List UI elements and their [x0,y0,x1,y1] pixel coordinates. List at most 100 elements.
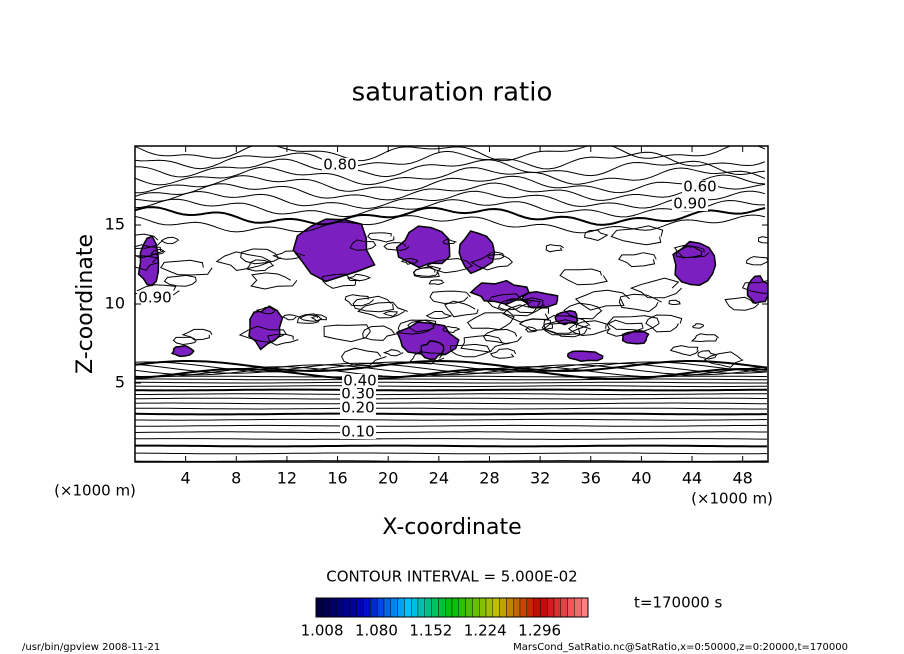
supersaturated-region [469,279,530,306]
contour-line [352,295,394,313]
contour-line [567,320,611,337]
contour-line [606,319,644,337]
contour-line [135,375,768,378]
colorbar-tick-label: 1.224 [464,622,507,640]
contour-line [449,343,492,358]
contour-line [296,313,322,324]
contour-label: 0.10 [341,423,374,441]
contour-line [240,248,281,265]
colorbar-stripe [343,597,351,618]
contour-label-bg [342,374,378,388]
contour-line [407,319,437,333]
contour-line [618,293,662,313]
supersaturated-region [137,235,160,287]
contour-line [524,326,538,333]
chart-title: saturation ratio [352,78,553,108]
contour-interval: CONTOUR INTERVAL = 5.000E-02 [326,568,577,586]
colorbar-stripe [465,597,473,618]
colorbar-stripe [506,597,514,618]
contour-line [397,319,435,335]
contour-line [310,314,327,322]
contour-line [429,290,471,304]
colorbar-stripe [322,597,330,618]
x-tick-label: 12 [277,469,297,488]
x-tick-label: 48 [733,469,753,488]
contour-line [426,257,474,274]
colorbar-stripe [485,597,494,618]
contour-line [135,378,768,381]
contour-line [757,236,768,244]
contour-line [724,296,760,311]
contour-line [382,349,404,357]
contour-line [135,158,766,178]
y-axis-label: Z-coordinate [73,234,98,374]
colorbar-stripe [363,597,371,618]
contour-line [238,325,288,344]
contour-line [135,198,765,218]
colorbar-stripe [445,597,453,618]
contour-line [245,259,274,272]
colorbar-stripe [404,597,412,618]
supersaturated-region [672,240,717,286]
colorbar-stripe [315,597,324,618]
supersaturated-region [458,230,496,275]
colorbar-tick-label: 1.080 [355,622,398,640]
contour-line [323,324,371,343]
contour-line [367,232,395,243]
contour-line [135,444,767,448]
contour-label: 0.20 [341,399,374,417]
contour-line [690,333,719,343]
contour-line [504,297,545,314]
contour-line [460,334,511,353]
contour-line [466,312,515,331]
contour-line [172,336,197,346]
contour-line [482,328,522,345]
x-axis-label: X-coordinate [382,515,521,540]
contour-line [344,294,375,307]
colorbar-stripe [370,597,378,618]
contour-line [574,289,630,311]
x-tick-label: 20 [378,469,398,488]
contour-line [541,319,581,336]
contour-line [741,279,768,295]
contour-label: 0.80 [323,156,356,174]
contour-line [668,299,681,306]
contour-label-bg [340,387,376,401]
x-tick-label: 36 [581,469,601,488]
contour-line [703,351,744,368]
contour-line [428,279,445,286]
x-tick-label: 4 [181,469,191,488]
contour-line [135,469,767,470]
contour-line [559,268,608,286]
contour-line [610,225,664,246]
contour-line [444,300,479,318]
colorbar-stripe [547,597,555,618]
contour-line [357,301,408,319]
y-unit: (×1000 m) [54,482,136,500]
contour-line [135,206,766,226]
contour-line [135,174,766,194]
contour-line [135,182,766,201]
contour-line [407,351,445,365]
contour-line [322,273,361,289]
plot-area: 0.10 0.200.300.40 0.60 0.80 0.90 0.90 [135,146,768,470]
y-tick-label: 10 [105,294,125,313]
colorbar-stripe [526,597,534,618]
colorbar-stripe [356,597,364,618]
contour-line [745,256,768,266]
contour-line [542,322,591,338]
contour-line [341,347,387,367]
x-tick-label: 16 [327,469,347,488]
colorbar-stripe [560,597,568,618]
contour-line [382,310,398,317]
contour-line [135,385,768,388]
time-label: t=170000 s [634,594,722,612]
contour-line [135,381,767,384]
contour-line [470,253,513,271]
contour-line [584,229,609,242]
colorbar-stripe [390,597,398,618]
colorbar-stripe [533,597,541,618]
contour-line [135,214,766,234]
contour-label-bg [322,158,358,172]
